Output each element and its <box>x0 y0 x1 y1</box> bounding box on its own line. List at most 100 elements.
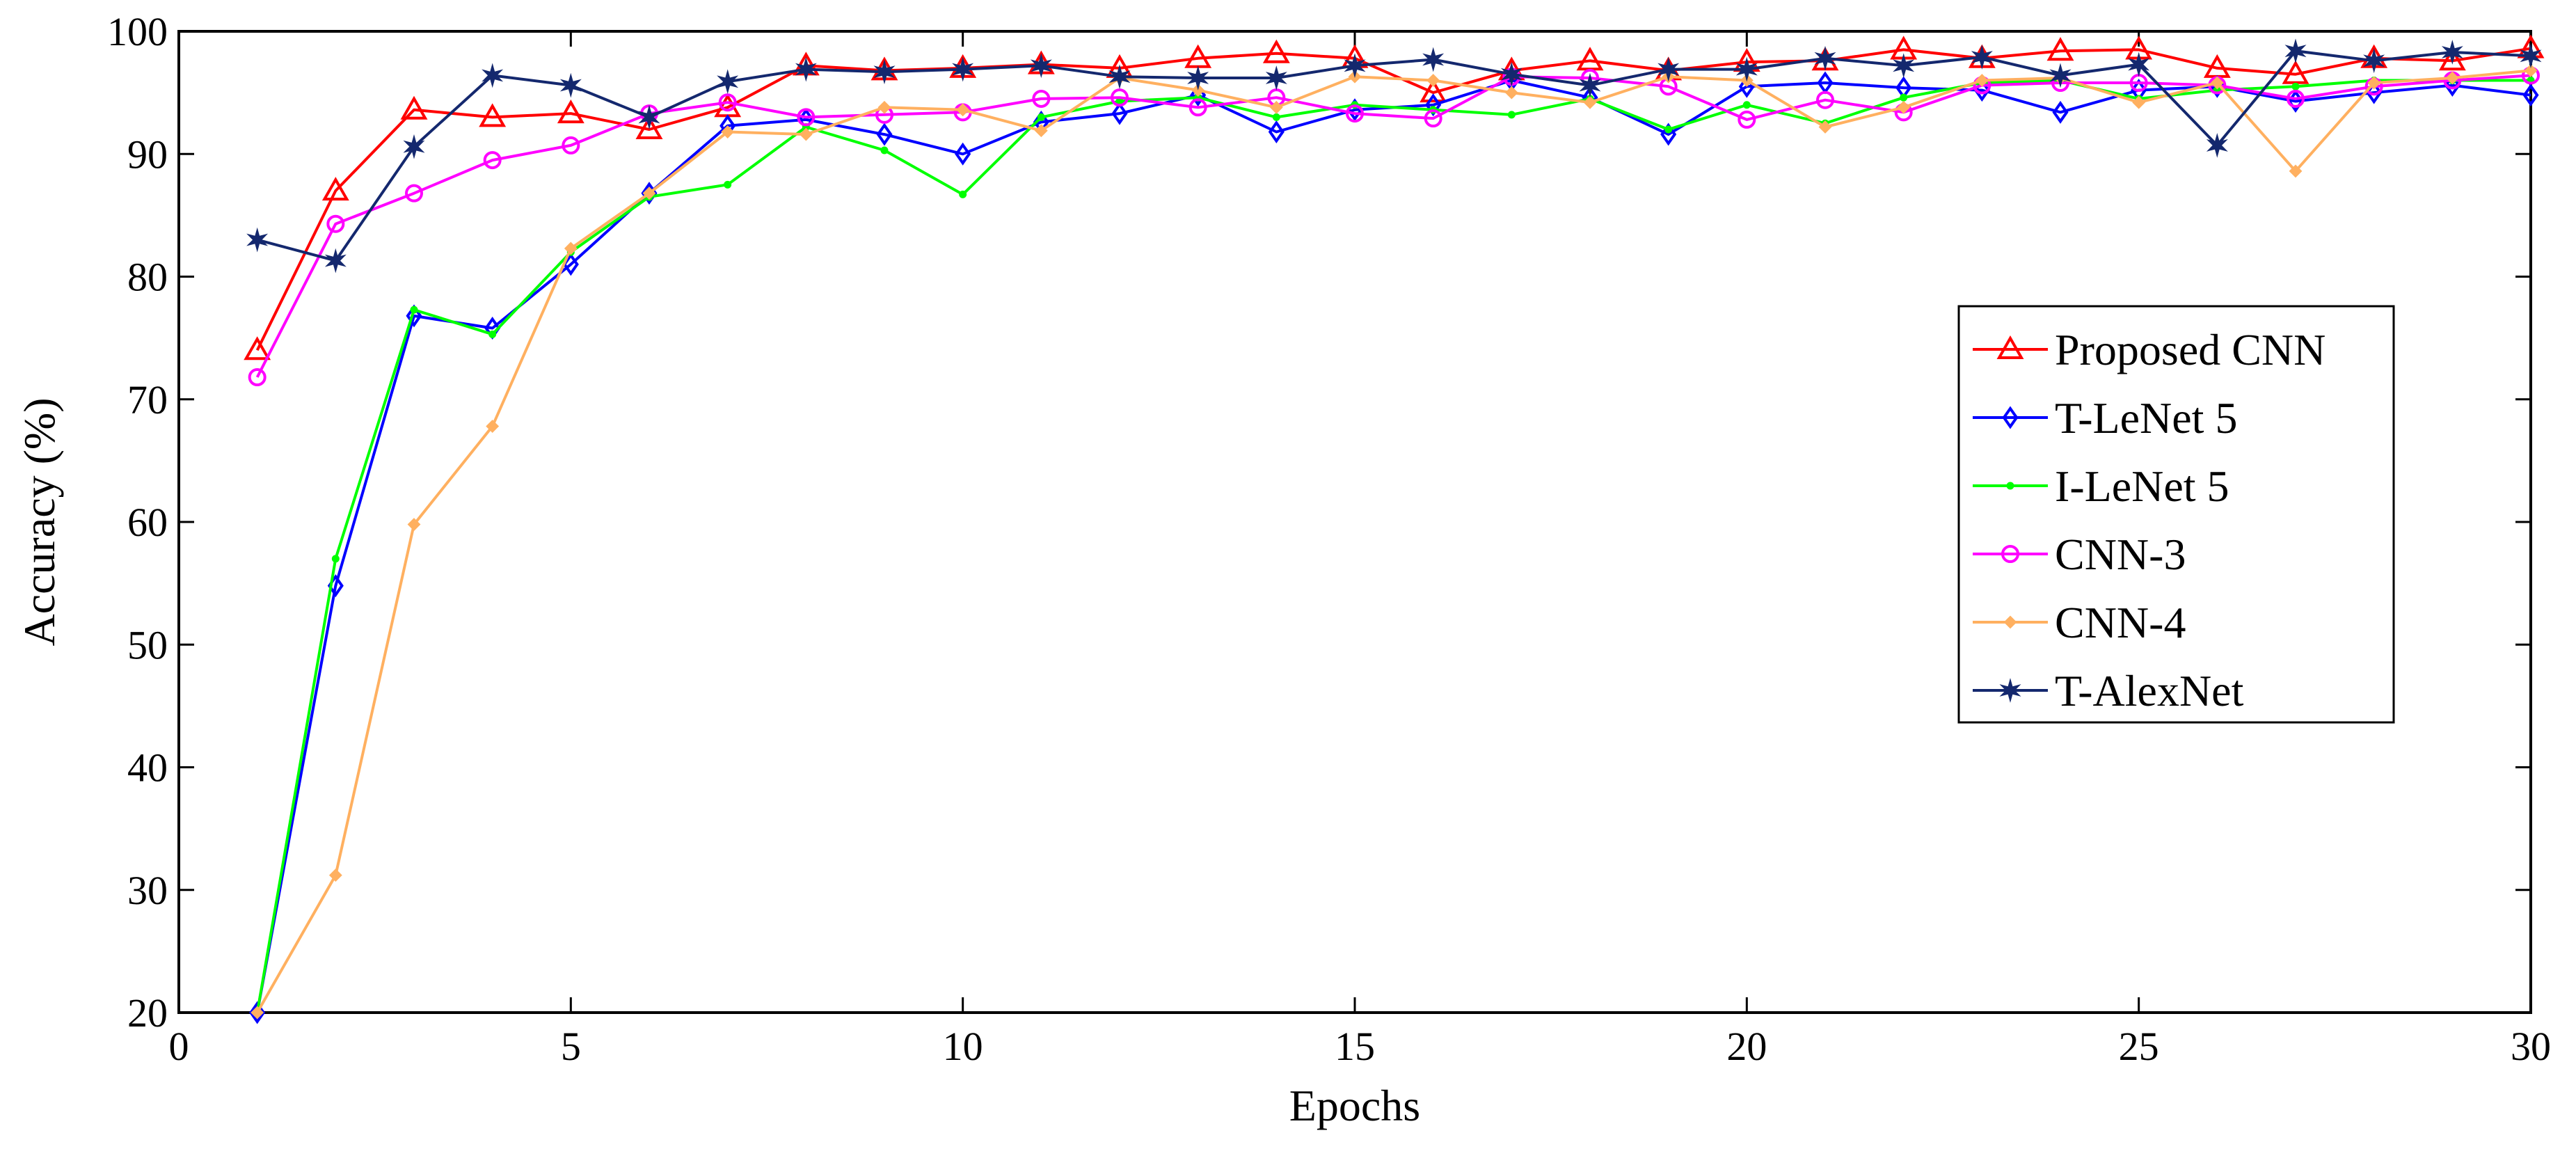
data-point <box>1660 122 1677 146</box>
data-point <box>1816 90 1834 109</box>
data-point <box>1111 88 1129 107</box>
data-point <box>2444 74 2460 97</box>
data-point <box>1504 86 1518 100</box>
y-tick-label: 50 <box>127 622 168 667</box>
data-point <box>1262 39 1290 63</box>
data-point <box>1500 61 1522 87</box>
data-point <box>488 330 497 338</box>
data-point <box>564 241 578 255</box>
x-tick-label: 10 <box>943 1024 983 1069</box>
data-point <box>326 214 345 233</box>
legend-label: I-LeNet 5 <box>2055 461 2229 511</box>
data-point <box>1583 95 1597 109</box>
data-point <box>2522 84 2539 107</box>
y-tick-label: 20 <box>127 990 168 1036</box>
data-point <box>799 127 813 141</box>
data-point <box>1664 125 1673 134</box>
legend-item: T-LeNet 5 <box>1973 393 2237 443</box>
x-tick-label: 0 <box>169 1024 189 1069</box>
data-point <box>797 108 816 127</box>
legend-item: Proposed CNN <box>1973 325 2325 374</box>
data-point <box>400 95 428 120</box>
data-point <box>642 187 656 200</box>
y-tick-label: 40 <box>127 745 168 791</box>
series-line <box>255 79 2531 1013</box>
data-point <box>324 248 347 274</box>
data-point <box>483 151 502 170</box>
data-point <box>562 136 580 154</box>
series-line <box>255 74 2531 378</box>
x-tick-label: 30 <box>2511 1024 2551 1069</box>
legend-label: CNN-4 <box>2055 598 2186 647</box>
data-point <box>1034 124 1048 138</box>
legend-swatch-marker <box>2002 406 2019 429</box>
data-point <box>880 146 889 154</box>
x-tick-label: 5 <box>561 1024 581 1069</box>
data-point <box>251 1006 264 1020</box>
legend: Proposed CNN T-LeNet 5 I-LeNet 5 CNN-3 CNN-4… <box>1957 305 2395 724</box>
series-line <box>257 49 2531 262</box>
data-point <box>1975 74 1989 87</box>
legend-item: CNN-3 <box>1973 530 2186 579</box>
data-point <box>2049 63 2072 88</box>
data-point <box>1818 120 1832 134</box>
x-axis-label: Epochs <box>1289 1081 1420 1130</box>
data-point <box>405 184 423 203</box>
legend-label: CNN-3 <box>2055 530 2186 579</box>
data-point <box>2367 76 2381 90</box>
series-line <box>255 47 2531 351</box>
x-tick-label: 20 <box>1726 1024 1767 1069</box>
data-point <box>2524 63 2538 77</box>
data-point <box>2206 133 2228 158</box>
data-point <box>559 72 582 98</box>
data-point <box>1897 100 1911 114</box>
legend-swatch-marker <box>2001 545 2019 563</box>
data-point <box>246 227 269 253</box>
data-point <box>331 555 340 563</box>
legend-swatch-marker <box>1999 678 2021 703</box>
data-point <box>248 368 267 387</box>
data-point <box>1187 65 1209 90</box>
data-point <box>2210 76 2224 90</box>
data-point <box>321 177 349 201</box>
data-point <box>724 180 732 189</box>
data-point <box>952 56 974 82</box>
data-point <box>1030 53 1052 79</box>
x-tick-label: 25 <box>2119 1024 2159 1069</box>
data-point <box>328 869 342 882</box>
data-point <box>482 63 504 88</box>
legend-swatch-marker <box>1996 335 2024 359</box>
data-point <box>2128 51 2150 77</box>
data-point <box>2441 40 2463 65</box>
data-point <box>955 142 971 166</box>
data-point <box>2287 89 2305 108</box>
data-point <box>1814 45 1836 71</box>
data-point <box>1265 65 1287 90</box>
data-point <box>1420 79 1447 103</box>
data-point <box>407 518 421 531</box>
axis-ticks: 0 5 10 15 20 25 30 20 30 40 50 60 70 80 90 100 <box>107 9 2551 1069</box>
data-point <box>2282 60 2309 84</box>
data-point <box>249 1001 266 1024</box>
data-point <box>244 336 271 360</box>
y-tick-label: 60 <box>127 500 168 545</box>
data-point <box>1108 64 1131 90</box>
data-point <box>1344 53 1366 79</box>
data-point <box>403 134 425 159</box>
data-point <box>718 93 737 112</box>
data-point <box>1269 100 1283 114</box>
y-axis-label: Accuracy (%) <box>15 397 64 646</box>
legend-swatch-marker <box>2003 615 2017 629</box>
data-point <box>795 56 817 82</box>
legend-item: I-LeNet 5 <box>1973 461 2229 511</box>
data-point <box>717 69 739 95</box>
legend-box <box>1957 305 2395 724</box>
legend-swatch-marker <box>2006 482 2014 490</box>
data-point <box>1579 72 1601 98</box>
y-tick-label: 90 <box>127 132 168 177</box>
legend-item: T-AlexNet <box>1973 666 2244 715</box>
y-tick-label: 30 <box>127 868 168 913</box>
legend-label: T-LeNet 5 <box>2055 393 2237 443</box>
data-point <box>956 103 970 117</box>
